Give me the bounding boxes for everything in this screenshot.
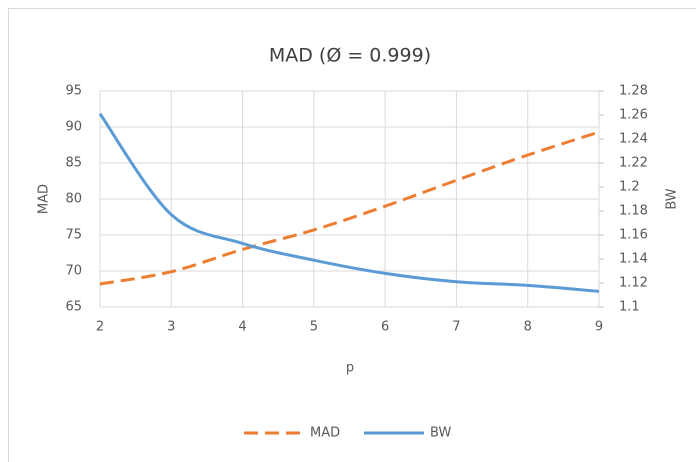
y2-tick-label: 1.1 <box>619 300 640 315</box>
y-tick-label: 65 <box>65 300 82 315</box>
y-tick-label: 75 <box>65 228 82 243</box>
x-axis-label: p <box>346 361 354 376</box>
x-tick-label: 3 <box>167 320 175 335</box>
x-tick-label: 2 <box>96 320 104 335</box>
legend-label: BW <box>430 426 451 441</box>
y2-tick-label: 1.28 <box>619 84 648 99</box>
y2-tick-label: 1.14 <box>619 252 648 267</box>
chart-title: MAD (Ø = 0.999) <box>269 45 431 67</box>
x-tick-label: 8 <box>524 320 532 335</box>
y2-tick-label: 1.24 <box>619 132 648 147</box>
y-tick-label: 70 <box>65 264 82 279</box>
x-tick-label: 6 <box>381 320 389 335</box>
line <box>98 112 600 293</box>
y2-tick-label: 1.12 <box>619 276 648 291</box>
y-tick-label: 95 <box>65 84 82 99</box>
x-tick-label: 4 <box>238 320 246 335</box>
y-tick-label: 85 <box>65 156 82 171</box>
y-tick-label: 80 <box>65 192 82 207</box>
y2-tick-label: 1.16 <box>619 228 648 243</box>
line <box>99 130 600 286</box>
y2-tick-label: 1.18 <box>619 204 648 219</box>
y2-tick-label: 1.26 <box>619 108 648 123</box>
x-tick-label: 5 <box>310 320 318 335</box>
legend-label: MAD <box>310 426 340 441</box>
y2-axis-label: BW <box>665 188 680 209</box>
y-tick-label: 90 <box>65 120 82 135</box>
x-tick-label: 9 <box>595 320 603 335</box>
y2-tick-label: 1.2 <box>619 180 640 195</box>
y-axis-label: MAD <box>37 184 52 214</box>
y2-tick-label: 1.22 <box>619 156 648 171</box>
x-tick-label: 7 <box>452 320 460 335</box>
